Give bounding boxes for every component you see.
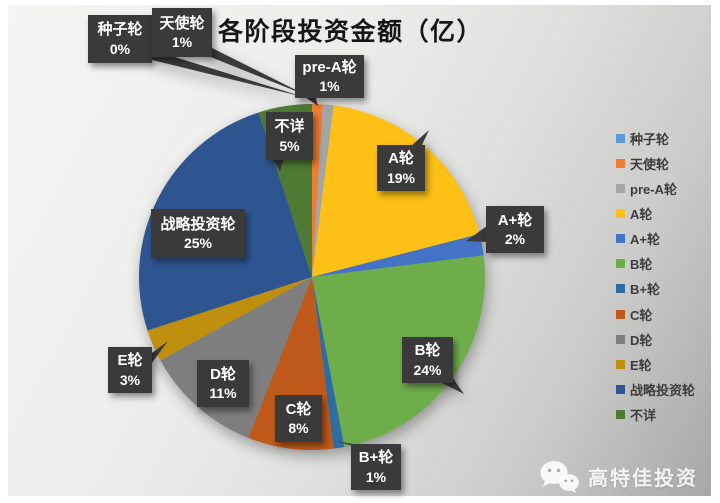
legend-swatch-icon xyxy=(616,284,625,294)
legend-item-unknown: 不详 xyxy=(616,405,695,424)
pie-label-name: A+轮 xyxy=(497,211,533,229)
callout-tail-e-round xyxy=(148,341,168,368)
pie-slice-b-plus-round xyxy=(312,277,345,449)
pie-label-name: B+轮 xyxy=(358,449,394,467)
pie-label-percent: 1% xyxy=(319,78,340,95)
pie-label-percent: 2% xyxy=(504,231,526,248)
legend-label: A+轮 xyxy=(630,232,660,248)
legend-swatch-icon xyxy=(616,309,625,319)
pie-label-name: 不详 xyxy=(274,118,305,136)
legend-item-b-round: B轮 xyxy=(616,254,695,273)
pie-label-c-round: C轮 8% xyxy=(275,395,322,442)
legend-item-strategic-round: 战略投资轮 xyxy=(616,380,695,399)
pie-label-pre-a-round: pre-A轮 1% xyxy=(295,55,364,98)
pie-label-percent: 0% xyxy=(109,40,131,57)
pie-label-seed-round: 种子轮 0% xyxy=(88,15,152,63)
legend-swatch-icon xyxy=(616,409,625,419)
legend-label: E轮 xyxy=(630,357,652,373)
pie-label-name: 战略投资轮 xyxy=(160,215,236,233)
legend-swatch-icon xyxy=(616,384,625,394)
pie-label-percent: 3% xyxy=(119,371,141,388)
legend-item-a-round: A轮 xyxy=(616,204,695,223)
pie-label-unknown: 不详 5% xyxy=(266,112,313,160)
legend-swatch-icon xyxy=(616,259,625,269)
pie-label-percent: 1% xyxy=(365,468,387,485)
callout-tail-a-plus-round xyxy=(466,226,487,242)
pie-label-name: A轮 xyxy=(388,150,414,168)
pie-slice-pre-a-round xyxy=(312,104,334,277)
legend-label: B+轮 xyxy=(630,282,660,298)
legend-item-e-round: E轮 xyxy=(616,355,695,374)
pie-label-percent: 11% xyxy=(209,385,237,402)
pie-label-percent: 24% xyxy=(413,361,442,378)
pie-slice-a-round xyxy=(312,105,480,277)
pie-label-percent: 5% xyxy=(279,137,300,154)
pie-label-name: pre-A轮 xyxy=(302,58,357,76)
pie-label-e-round: E轮 3% xyxy=(108,347,152,393)
callout-tail-unknown xyxy=(272,158,284,171)
chart-legend: 种子轮天使轮 pre-A轮 A轮 A+轮 B轮 B+轮 C轮 D轮 E轮战略投资轮不详 xyxy=(616,129,695,424)
legend-swatch-icon xyxy=(616,234,625,244)
pie-label-name: D轮 xyxy=(210,365,236,383)
legend-item-b-plus-round: B+轮 xyxy=(616,279,695,298)
pie-label-d-round: D轮 11% xyxy=(197,360,249,407)
legend-swatch-icon xyxy=(616,134,625,143)
pie-slice-b-round xyxy=(312,255,486,447)
pie-slice-e-round xyxy=(147,277,312,361)
pie-label-name: C轮 xyxy=(285,400,312,418)
legend-item-pre-a-round: pre-A轮 xyxy=(616,179,695,198)
legend-label: 不详 xyxy=(630,407,657,423)
callout-tail-seed-round xyxy=(152,50,304,97)
pie-label-b-round: B轮 24% xyxy=(402,337,453,383)
legend-item-c-round: C轮 xyxy=(616,305,695,324)
legend-item-a-plus-round: A+轮 xyxy=(616,229,695,248)
legend-label: 战略投资轮 xyxy=(630,382,696,398)
pie-label-name: B轮 xyxy=(414,342,441,360)
legend-item-angel-round: 天使轮 xyxy=(616,154,695,173)
pie-label-percent: 8% xyxy=(288,420,309,437)
pie-label-name: 天使轮 xyxy=(159,14,205,32)
legend-label: B轮 xyxy=(630,257,653,273)
pie-label-angel-round: 天使轮 1% xyxy=(152,8,212,57)
legend-swatch-icon xyxy=(616,159,625,169)
legend-swatch-icon xyxy=(616,334,625,344)
legend-label: 种子轮 xyxy=(630,132,670,147)
chart-title: 各阶段投资金额（亿） xyxy=(218,18,484,46)
pie-slice-angel-round xyxy=(312,104,323,277)
legend-label: D轮 xyxy=(630,332,653,348)
pie-label-percent: 25% xyxy=(183,235,213,252)
pie-label-b-plus-round: B+轮 1% xyxy=(351,444,401,490)
pie-label-percent: 19% xyxy=(386,169,416,186)
pie-slice-a-plus-round xyxy=(312,233,484,277)
legend-item-d-round: D轮 xyxy=(616,330,695,349)
watermark: 高特佳投资 xyxy=(538,459,698,494)
legend-swatch-icon xyxy=(616,359,625,369)
legend-swatch-icon xyxy=(616,184,625,194)
callout-tail-a-round xyxy=(410,130,429,147)
legend-swatch-icon xyxy=(616,209,625,219)
pie-label-a-plus-round: A+轮 2% xyxy=(486,206,544,253)
watermark-text: 高特佳投资 xyxy=(588,468,698,490)
pie-label-name: E轮 xyxy=(117,352,143,370)
legend-label: A轮 xyxy=(630,207,653,223)
legend-label: 天使轮 xyxy=(630,157,670,173)
pie-label-percent: 1% xyxy=(171,34,193,51)
callout-tail-angel-round xyxy=(208,46,308,96)
legend-item-seed-round: 种子轮 xyxy=(616,129,695,148)
legend-label: C轮 xyxy=(630,307,653,323)
pie-label-name: 种子轮 xyxy=(97,21,143,39)
wechat-icon xyxy=(540,461,579,493)
legend-label: pre-A轮 xyxy=(630,182,677,198)
pie-label-a-round: A轮 19% xyxy=(377,145,425,191)
pie-label-strategic-round: 战略投资轮 25% xyxy=(151,209,245,258)
